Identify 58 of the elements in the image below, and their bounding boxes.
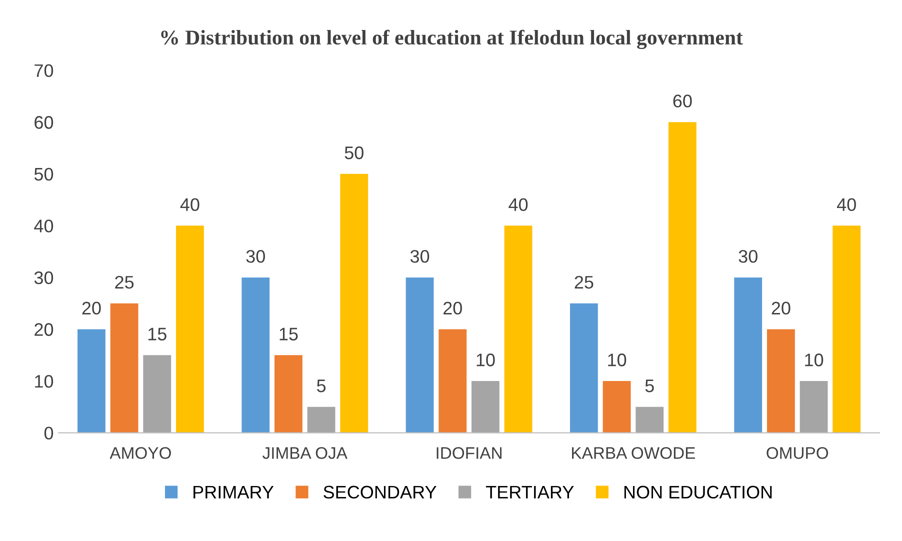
data-label: 20 — [443, 302, 462, 315]
y-tick-label: 30 — [34, 271, 54, 284]
bar — [438, 329, 467, 433]
bar — [78, 329, 106, 433]
bar — [406, 277, 434, 433]
bar — [242, 277, 270, 433]
data-label: 5 — [645, 380, 654, 392]
bar — [602, 381, 631, 433]
bar — [504, 226, 532, 433]
x-tick-label: OMUPO — [766, 447, 828, 459]
data-label: 15 — [148, 328, 166, 340]
legend-label: TERTIARY — [486, 486, 574, 498]
data-label: 40 — [508, 198, 528, 211]
y-tick-label: 20 — [34, 323, 54, 336]
y-tick-label: 40 — [34, 220, 54, 232]
x-tick-label: KARBA OWODE — [572, 447, 695, 459]
bar — [274, 355, 302, 433]
bar — [800, 381, 828, 433]
bar — [176, 226, 204, 433]
x-tick-label: IDOFIAN — [436, 447, 502, 459]
y-tick-label: 50 — [34, 168, 54, 181]
data-label: 60 — [673, 94, 692, 108]
y-tick-label: 60 — [34, 116, 54, 129]
data-label: 10 — [805, 354, 824, 366]
x-tick-label: AMOYO — [110, 447, 171, 459]
data-label: 40 — [836, 198, 856, 211]
bar — [340, 174, 368, 433]
data-label: 30 — [410, 250, 430, 263]
bar — [734, 277, 762, 433]
data-label: 5 — [316, 380, 326, 392]
bar — [668, 122, 696, 433]
bar — [307, 406, 336, 433]
legend-label: NON EDUCATION — [624, 486, 772, 499]
bar — [832, 226, 861, 433]
bar — [472, 381, 500, 433]
data-label: 25 — [574, 276, 594, 289]
bar — [143, 355, 172, 433]
y-tick-label: 0 — [44, 426, 54, 440]
bar — [767, 329, 795, 433]
y-tick-label: 70 — [34, 64, 54, 78]
x-tick-label: JIMBA OJA — [262, 447, 348, 459]
data-label: 50 — [344, 146, 364, 160]
data-label: 25 — [115, 276, 134, 289]
data-label: 20 — [82, 302, 101, 315]
legend-label: PRIMARY — [194, 486, 274, 498]
chart-title: % Distribution on level of education at Ifelodun local government — [161, 30, 743, 50]
bar — [110, 303, 138, 433]
data-label: 10 — [476, 354, 495, 366]
bar — [570, 303, 598, 433]
data-label: 40 — [180, 198, 200, 211]
data-label: 10 — [608, 354, 626, 366]
bar — [636, 406, 664, 433]
data-label: 30 — [738, 250, 758, 263]
legend-label: SECONDARY — [324, 486, 436, 499]
data-label: 30 — [246, 250, 265, 263]
y-tick-label: 10 — [35, 374, 54, 388]
data-label: 15 — [280, 328, 298, 340]
data-label: 20 — [772, 302, 790, 315]
